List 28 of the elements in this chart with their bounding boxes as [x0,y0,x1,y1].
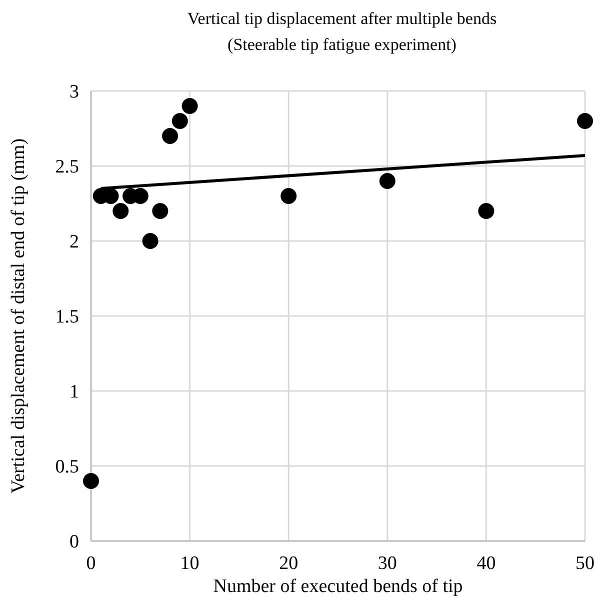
x-tick-label: 40 [476,553,496,574]
y-tick-label: 3 [70,82,79,103]
y-tick-label: 2.5 [55,156,79,178]
point [379,173,396,189]
point [152,203,168,219]
x-tick-label: 30 [378,553,397,574]
chart-title: Vertical tip displacement after multiple bends [187,9,497,28]
y-tick-label: 1 [70,382,79,403]
point [162,128,178,144]
y-tick-label: 0.5 [55,456,79,478]
x-tick-label: 50 [576,553,594,574]
x-tick-label: 10 [180,553,200,574]
point [182,98,198,114]
point [112,203,129,219]
chart-subtitle: (Steerable tip fatigue experiment) [228,35,456,54]
point [577,113,593,129]
point [280,188,297,204]
y-tick-label: 1.5 [55,306,79,328]
y-tick-label: 2 [70,232,79,253]
point [142,233,158,249]
point [83,473,99,489]
y-axis-title: Vertical displacement of distal end of tip (mm) [8,138,29,494]
x-tick-label: 20 [279,553,298,574]
x-tick-label: 0 [86,553,96,574]
x-axis-title: Number of executed bends of tip [213,576,463,597]
point [478,203,494,219]
point [172,113,188,129]
y-tick-label: 0 [70,532,79,553]
